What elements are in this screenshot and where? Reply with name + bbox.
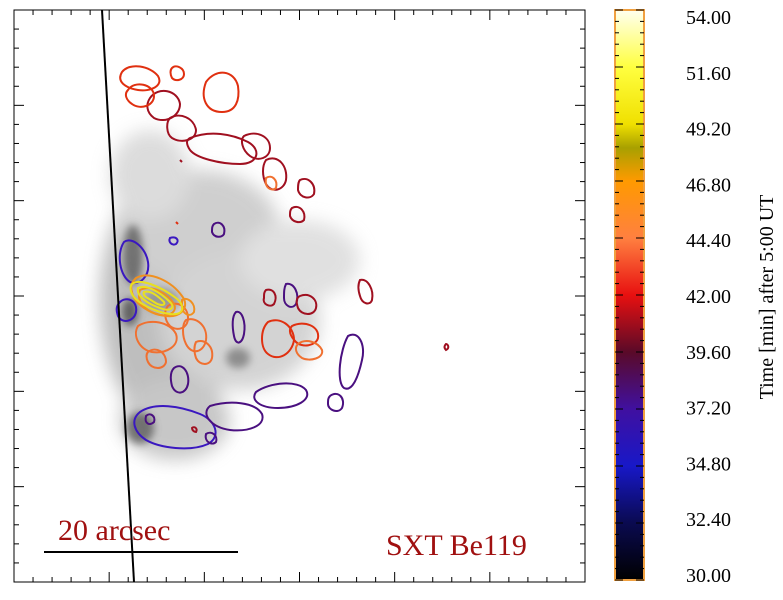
colorbar-ticks [615, 9, 644, 581]
contour [190, 426, 198, 434]
contour [210, 221, 226, 238]
contour [241, 132, 272, 160]
contour [294, 340, 324, 361]
contour [204, 431, 218, 445]
contour-group-2 [144, 221, 364, 445]
colorbar-tick-label: 49.20 [686, 119, 731, 141]
contour [262, 157, 288, 191]
colorbar-tick-label: 44.40 [686, 230, 731, 252]
colorbar-tick-label: 39.60 [686, 342, 731, 364]
contour [262, 288, 277, 307]
contour-group-1 [115, 236, 217, 450]
contour [136, 286, 174, 311]
contour [124, 83, 156, 108]
colorbar-title: Time [min] after 5:00 UT [756, 195, 778, 400]
instrument-label: SXT Be119 [386, 529, 527, 562]
contour [169, 365, 190, 394]
contour [296, 178, 316, 199]
contour [145, 348, 168, 369]
contour [253, 382, 309, 410]
contour [179, 159, 183, 163]
contour [134, 320, 178, 354]
contour [168, 236, 179, 246]
contour [264, 175, 278, 191]
colorbar-tick-label: 34.80 [686, 453, 731, 475]
contour [202, 71, 240, 114]
contour [133, 405, 217, 450]
colorbar-tick-label: 51.60 [686, 63, 731, 85]
panel-ticks [13, 9, 586, 583]
colorbar-tick-label: 37.20 [686, 398, 731, 420]
contour [175, 221, 179, 225]
scale-label: 20 arcsec [58, 514, 170, 547]
colorbar-tick-label: 46.80 [686, 174, 731, 196]
contour [129, 280, 184, 316]
contour [193, 340, 214, 365]
colorbar-tick-label: 42.00 [686, 286, 731, 308]
image-panel: 20 arcsec SXT Be119 [13, 9, 586, 583]
contour [357, 278, 374, 305]
contour [186, 132, 258, 166]
contour-group-4 [119, 65, 320, 359]
colorbar-tick-label: 54.00 [686, 7, 731, 29]
contour [119, 65, 161, 92]
contour [231, 310, 246, 344]
contour [261, 319, 296, 359]
contour [205, 401, 264, 432]
contour [443, 342, 450, 352]
contour-group-5 [134, 175, 324, 369]
contour [288, 322, 320, 347]
contour [144, 413, 156, 425]
contour [326, 392, 344, 412]
colorbar-tick-labels: 54.00 51.60 49.20 46.80 44.40 42.00 39.60 37.20… [686, 7, 731, 587]
contour [282, 282, 299, 308]
colorbar-tick-label: 30.00 [686, 565, 731, 587]
contour [288, 206, 306, 224]
contour-group-7 [129, 280, 184, 316]
contour [115, 298, 138, 322]
contour [142, 290, 166, 306]
colorbar-tick-label: 32.40 [686, 509, 731, 531]
contour-group-3 [146, 89, 450, 434]
contour [118, 239, 150, 284]
contour [338, 333, 364, 390]
contour [182, 318, 208, 353]
limb-line [101, 9, 135, 583]
contour [169, 65, 186, 82]
colorbar: 54.00 51.60 49.20 46.80 44.40 42.00 39.60 37.20… [614, 7, 778, 587]
contour [295, 294, 318, 315]
